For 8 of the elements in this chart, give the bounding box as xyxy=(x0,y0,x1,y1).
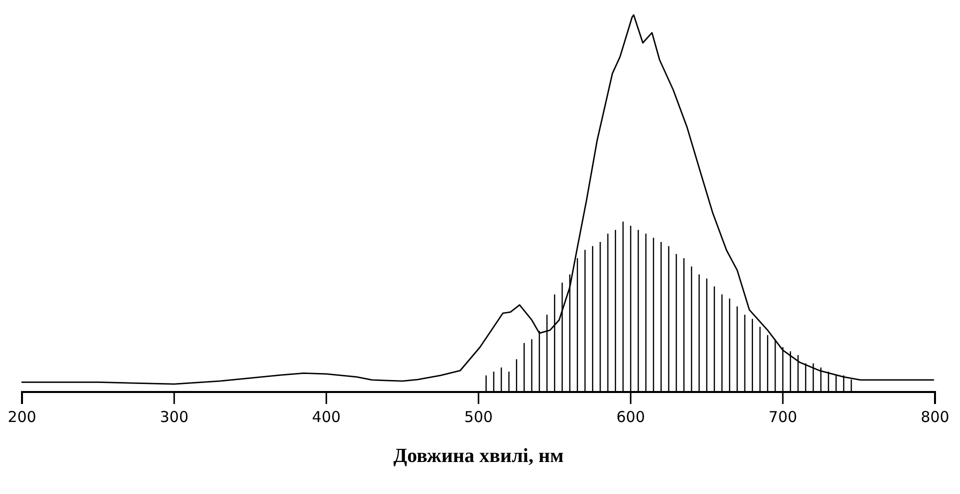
x-tick-label: 200 xyxy=(8,408,36,426)
x-tick-label: 400 xyxy=(312,408,341,426)
x-tick-label: 500 xyxy=(464,408,493,426)
x-tick-label: 600 xyxy=(616,408,645,426)
x-axis-title: Довжина хвилі, нм xyxy=(393,445,564,467)
x-tick-label: 300 xyxy=(160,408,188,426)
x-tick-label: 800 xyxy=(920,408,950,426)
x-tick-label: 700 xyxy=(768,408,798,426)
